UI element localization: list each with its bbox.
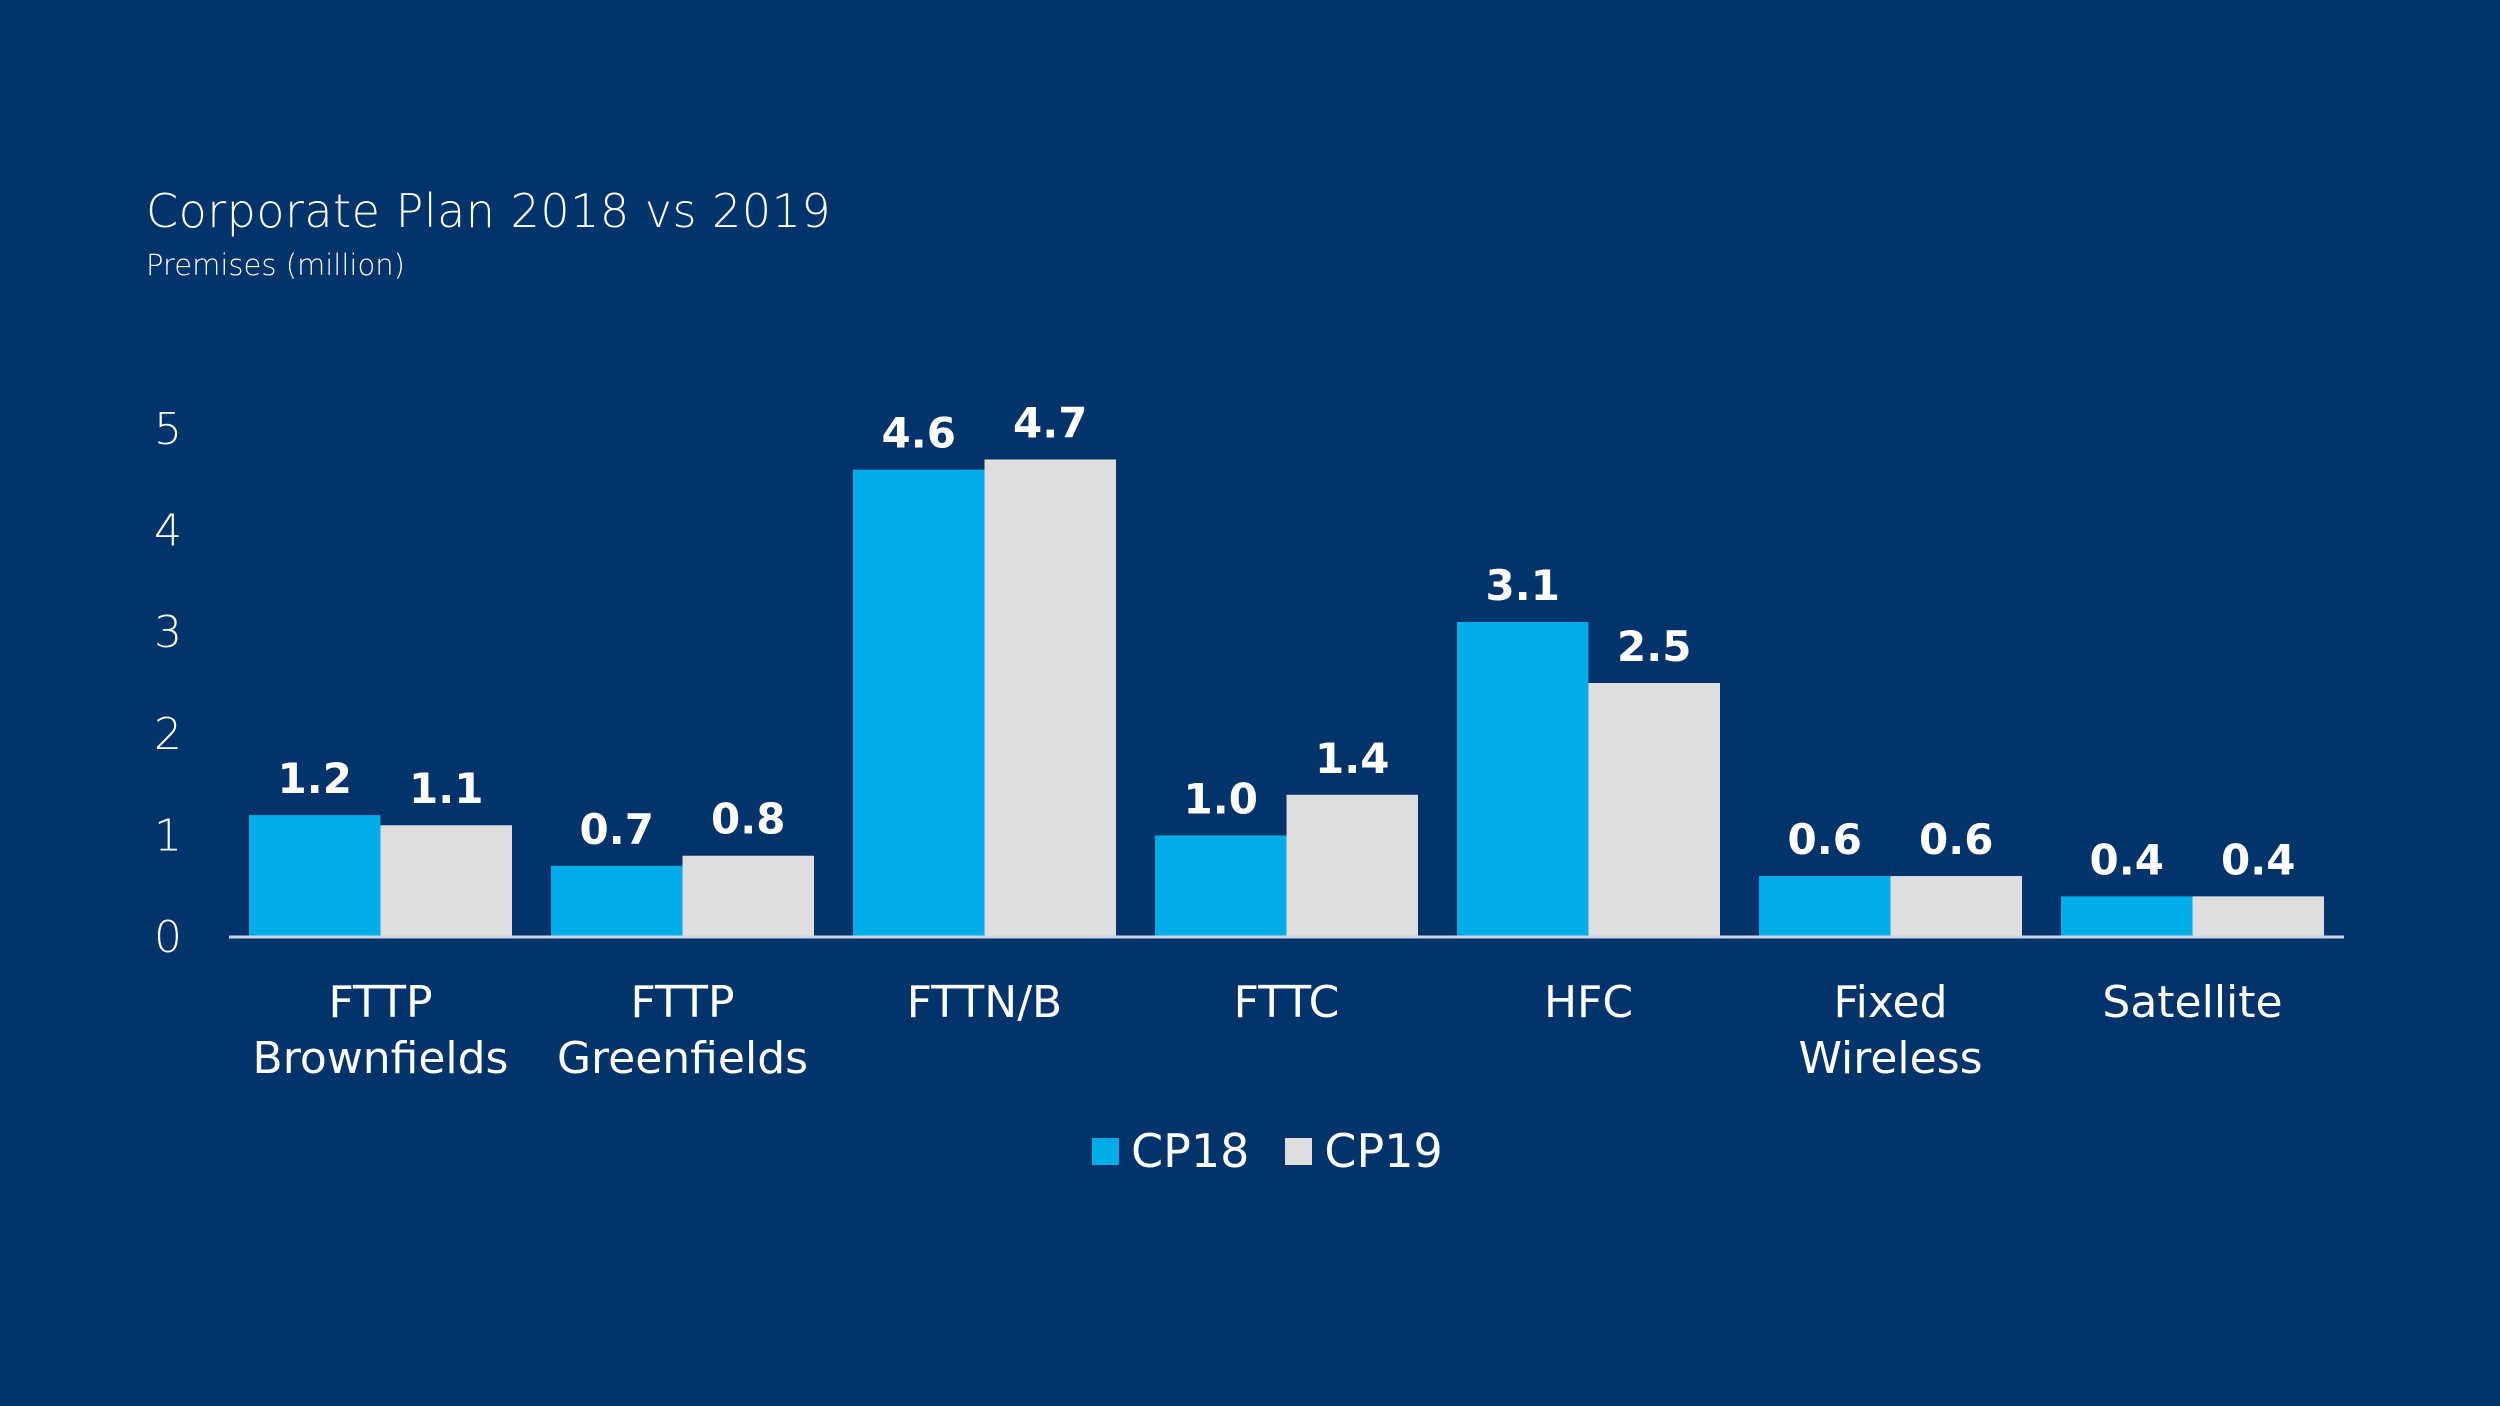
x-tick-label: Brownfields bbox=[253, 1033, 509, 1084]
data-label-cp19: 1.4 bbox=[1315, 734, 1389, 783]
data-label-cp19: 0.6 bbox=[1919, 815, 1993, 864]
x-tick-label: Greenfields bbox=[557, 1033, 808, 1084]
x-tick-label: HFC bbox=[1544, 977, 1633, 1028]
x-tick-label: Fixed bbox=[1833, 977, 1947, 1028]
legend-item-cp18: CP18 bbox=[1092, 1124, 1249, 1178]
bar-cp19 bbox=[380, 825, 512, 937]
data-label-cp18: 0.7 bbox=[580, 805, 654, 854]
legend: CP18 CP19 bbox=[1092, 1124, 1479, 1178]
bar-cp19 bbox=[984, 459, 1116, 937]
bar-cp18 bbox=[551, 865, 683, 937]
x-tick-label: FTTC bbox=[1234, 977, 1340, 1028]
data-label-cp18: 0.6 bbox=[1788, 815, 1862, 864]
bar-cp19 bbox=[1286, 794, 1418, 937]
bar-cp18 bbox=[853, 469, 985, 937]
bar-cp18 bbox=[1759, 876, 1891, 937]
bar-cp19 bbox=[1890, 876, 2022, 937]
data-label-cp18: 4.6 bbox=[882, 409, 956, 458]
chart-title: Corporate Plan 2018 vs 2019 bbox=[146, 184, 832, 238]
data-label-cp19: 0.8 bbox=[711, 795, 785, 844]
data-label-cp19: 0.4 bbox=[2221, 835, 2295, 884]
chart-subtitle: Premises (million) bbox=[146, 248, 405, 282]
legend-swatch-cp19 bbox=[1285, 1137, 1313, 1165]
data-label-cp19: 2.5 bbox=[1617, 622, 1691, 671]
x-tick-label: Wireless bbox=[1798, 1033, 1982, 1084]
data-label-cp18: 3.1 bbox=[1486, 561, 1560, 610]
bar-cp18 bbox=[1155, 835, 1287, 937]
legend-label-cp19: CP19 bbox=[1324, 1124, 1443, 1178]
x-tick-label: FTTP bbox=[630, 977, 734, 1028]
bar-cp19 bbox=[682, 855, 814, 937]
y-tick-label: 1 bbox=[154, 810, 182, 861]
data-label-cp19: 4.7 bbox=[1013, 398, 1087, 447]
data-label-cp18: 1.2 bbox=[278, 754, 352, 803]
y-tick-label: 5 bbox=[154, 404, 182, 455]
x-tick-label: FTTN/B bbox=[907, 977, 1062, 1028]
bar-cp18 bbox=[249, 815, 381, 937]
y-tick-label: 4 bbox=[154, 506, 182, 557]
legend-item-cp19: CP19 bbox=[1285, 1124, 1443, 1178]
legend-label-cp18: CP18 bbox=[1131, 1124, 1250, 1178]
legend-swatch-cp18 bbox=[1092, 1137, 1119, 1165]
x-tick-label: Satellite bbox=[2102, 977, 2282, 1028]
bar-cp18 bbox=[2061, 896, 2193, 937]
y-tick-label: 2 bbox=[154, 709, 182, 760]
data-label-cp18: 1.0 bbox=[1184, 774, 1258, 823]
bar-cp19 bbox=[1588, 683, 1720, 937]
y-tick-label: 0 bbox=[154, 912, 182, 963]
y-tick-label: 3 bbox=[154, 607, 182, 658]
bar-cp18 bbox=[1457, 622, 1589, 937]
x-tick-label: FTTP bbox=[328, 977, 432, 1028]
data-label-cp19: 1.1 bbox=[409, 764, 483, 813]
data-label-cp18: 0.4 bbox=[2090, 835, 2164, 884]
bar-cp19 bbox=[2192, 896, 2324, 937]
